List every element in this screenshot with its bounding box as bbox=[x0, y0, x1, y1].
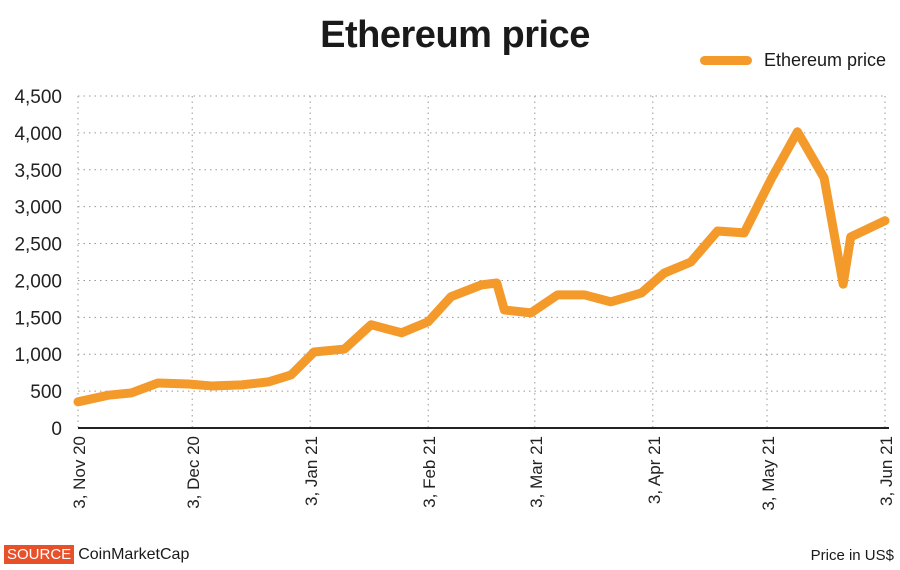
legend: Ethereum price bbox=[699, 50, 886, 71]
y-tick-label: 3,500 bbox=[14, 161, 62, 182]
legend-swatch bbox=[699, 56, 752, 65]
x-tick-label: 3, Apr 21 bbox=[645, 436, 664, 504]
x-tick-label: 3, Nov 20 bbox=[70, 436, 89, 509]
source-credit: SOURCE CoinMarketCap bbox=[4, 545, 189, 564]
y-tick-label: 1,000 bbox=[14, 345, 62, 366]
y-tick-label: 2,500 bbox=[14, 235, 62, 256]
y-tick-label: 4,000 bbox=[14, 124, 62, 145]
x-tick-label: 3, Dec 20 bbox=[184, 436, 203, 509]
series-line-ethereum-price bbox=[73, 127, 890, 407]
y-tick-label: 1,500 bbox=[14, 308, 62, 329]
x-tick-label: 3, Jun 21 bbox=[877, 436, 896, 506]
y-tick-label: 3,000 bbox=[14, 198, 62, 219]
unit-note: Price in US$ bbox=[810, 547, 894, 564]
y-tick-label: 500 bbox=[30, 382, 62, 403]
x-tick-label: 3, Jan 21 bbox=[302, 436, 321, 506]
x-tick-label: 3, Mar 21 bbox=[527, 436, 546, 508]
x-tick-label: 3, Feb 21 bbox=[420, 436, 439, 508]
y-tick-label: 2,000 bbox=[14, 271, 62, 292]
y-tick-label: 0 bbox=[51, 419, 62, 440]
legend-label: Ethereum price bbox=[763, 50, 886, 70]
y-tick-label: 4,500 bbox=[14, 87, 62, 108]
source-badge: SOURCE bbox=[4, 545, 75, 564]
chart-title: Ethereum price bbox=[320, 14, 590, 56]
x-tick-label: 3, May 21 bbox=[759, 436, 778, 511]
source-name: CoinMarketCap bbox=[78, 545, 190, 563]
